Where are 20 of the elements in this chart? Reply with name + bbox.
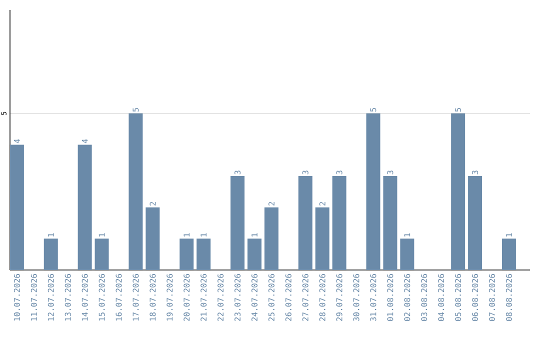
bar [94, 238, 109, 270]
bar [400, 238, 414, 270]
bar [332, 176, 346, 270]
bar [298, 176, 312, 270]
bar [468, 176, 482, 270]
bar [230, 176, 245, 270]
bar [78, 144, 92, 270]
bar [451, 113, 466, 270]
bar [128, 113, 143, 270]
bar [264, 207, 278, 270]
bar [10, 144, 24, 270]
bar [315, 207, 330, 270]
bar [366, 113, 380, 270]
bar [44, 238, 58, 270]
bar [180, 238, 194, 270]
bar [196, 238, 211, 270]
bar [383, 176, 398, 270]
bar [502, 238, 516, 270]
bar [146, 207, 160, 270]
bar [247, 238, 262, 270]
